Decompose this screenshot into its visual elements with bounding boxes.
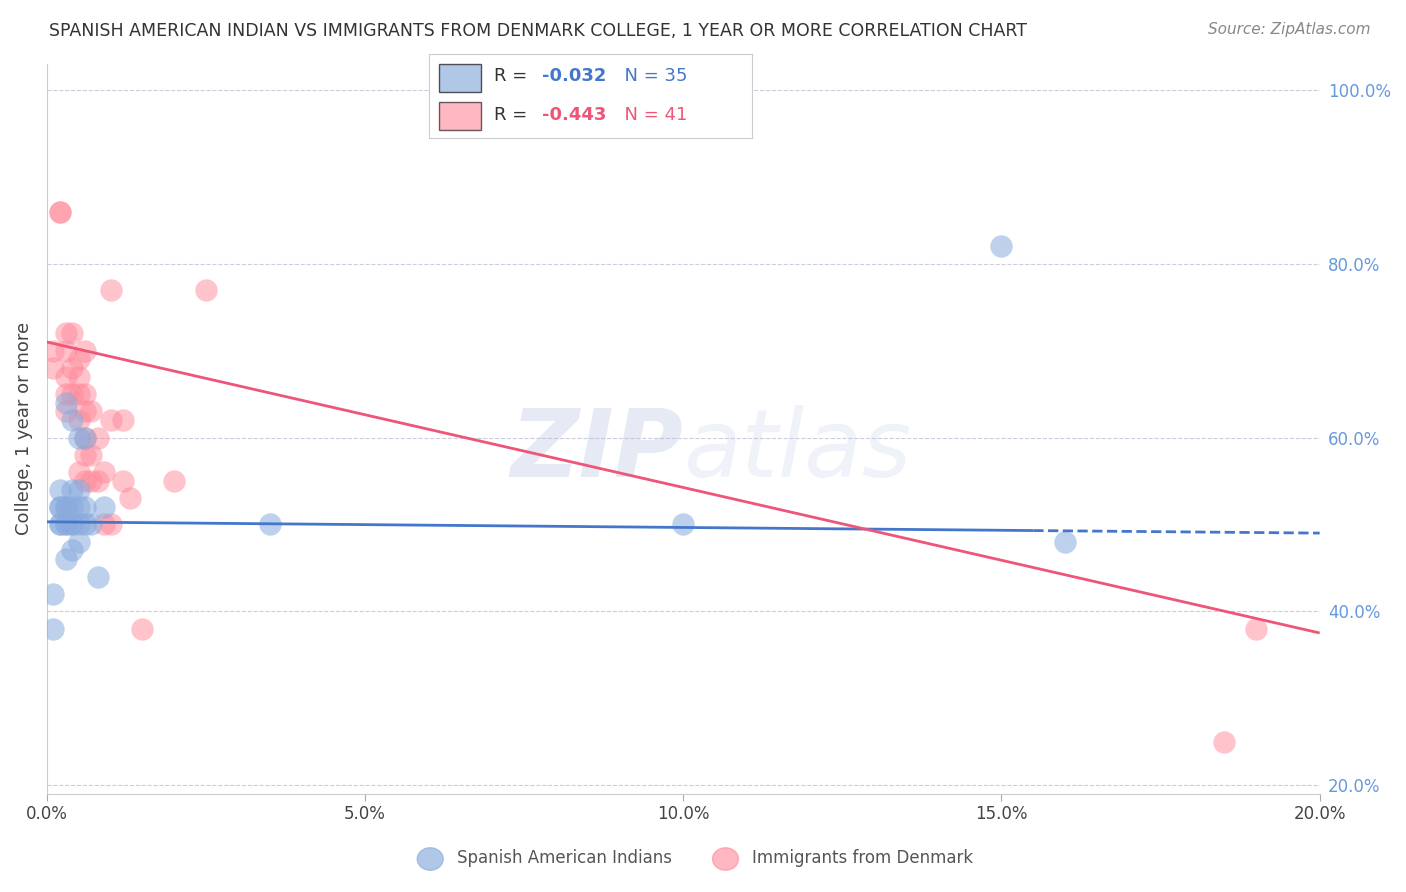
Text: -0.443: -0.443 — [543, 105, 606, 123]
Point — [100, 517, 122, 532]
Point — [42, 622, 65, 636]
Point — [67, 483, 90, 497]
Point — [990, 239, 1012, 253]
Point — [55, 369, 77, 384]
Point — [48, 204, 70, 219]
Point — [55, 517, 77, 532]
Point — [55, 343, 77, 358]
Text: SPANISH AMERICAN INDIAN VS IMMIGRANTS FROM DENMARK COLLEGE, 1 YEAR OR MORE CORRE: SPANISH AMERICAN INDIAN VS IMMIGRANTS FR… — [49, 22, 1028, 40]
Point — [55, 500, 77, 514]
Point — [60, 413, 83, 427]
Point — [67, 369, 90, 384]
Point — [55, 500, 77, 514]
Text: R =: R = — [494, 68, 533, 86]
Point — [80, 517, 103, 532]
Text: R =: R = — [494, 105, 533, 123]
Point — [67, 465, 90, 479]
Point — [67, 534, 90, 549]
Point — [163, 474, 186, 488]
Point — [100, 283, 122, 297]
Point — [42, 587, 65, 601]
Y-axis label: College, 1 year or more: College, 1 year or more — [15, 322, 32, 535]
Point — [93, 500, 115, 514]
Point — [195, 283, 218, 297]
Point — [1244, 622, 1267, 636]
Point — [42, 343, 65, 358]
Point — [112, 413, 135, 427]
Point — [672, 517, 695, 532]
Point — [55, 517, 77, 532]
Point — [67, 413, 90, 427]
Point — [259, 517, 281, 532]
Point — [87, 569, 110, 583]
Point — [87, 431, 110, 445]
Point — [48, 517, 70, 532]
Point — [93, 465, 115, 479]
Point — [55, 552, 77, 566]
Point — [60, 543, 83, 558]
Point — [55, 387, 77, 401]
Circle shape — [713, 847, 738, 871]
Point — [42, 361, 65, 376]
Point — [100, 413, 122, 427]
Point — [75, 404, 97, 418]
Point — [87, 474, 110, 488]
Text: ZIP: ZIP — [510, 405, 683, 497]
Point — [118, 491, 141, 506]
Point — [55, 396, 77, 410]
Point — [55, 404, 77, 418]
Point — [67, 431, 90, 445]
Circle shape — [418, 847, 443, 871]
Point — [48, 204, 70, 219]
Point — [48, 517, 70, 532]
Text: -0.032: -0.032 — [543, 68, 606, 86]
Point — [1054, 534, 1077, 549]
Point — [75, 431, 97, 445]
Point — [75, 431, 97, 445]
Point — [112, 474, 135, 488]
Text: Immigrants from Denmark: Immigrants from Denmark — [752, 849, 973, 867]
Point — [131, 622, 153, 636]
Point — [48, 500, 70, 514]
Point — [75, 517, 97, 532]
Point — [48, 500, 70, 514]
Point — [67, 500, 90, 514]
Text: N = 41: N = 41 — [613, 105, 688, 123]
Point — [75, 500, 97, 514]
Point — [75, 474, 97, 488]
Point — [80, 474, 103, 488]
Text: Source: ZipAtlas.com: Source: ZipAtlas.com — [1208, 22, 1371, 37]
Point — [80, 448, 103, 462]
Point — [67, 517, 90, 532]
Point — [60, 483, 83, 497]
Text: Spanish American Indians: Spanish American Indians — [457, 849, 672, 867]
Point — [75, 448, 97, 462]
FancyBboxPatch shape — [439, 102, 481, 130]
FancyBboxPatch shape — [439, 63, 481, 92]
Point — [60, 517, 83, 532]
Point — [75, 387, 97, 401]
Text: N = 35: N = 35 — [613, 68, 688, 86]
Point — [93, 517, 115, 532]
Point — [60, 361, 83, 376]
Point — [60, 326, 83, 341]
Point — [1213, 734, 1236, 748]
Point — [67, 387, 90, 401]
Point — [60, 387, 83, 401]
Point — [55, 326, 77, 341]
Text: atlas: atlas — [683, 405, 911, 496]
Point — [60, 500, 83, 514]
Point — [75, 343, 97, 358]
Point — [80, 404, 103, 418]
Point — [48, 483, 70, 497]
Point — [67, 352, 90, 367]
Point — [60, 517, 83, 532]
